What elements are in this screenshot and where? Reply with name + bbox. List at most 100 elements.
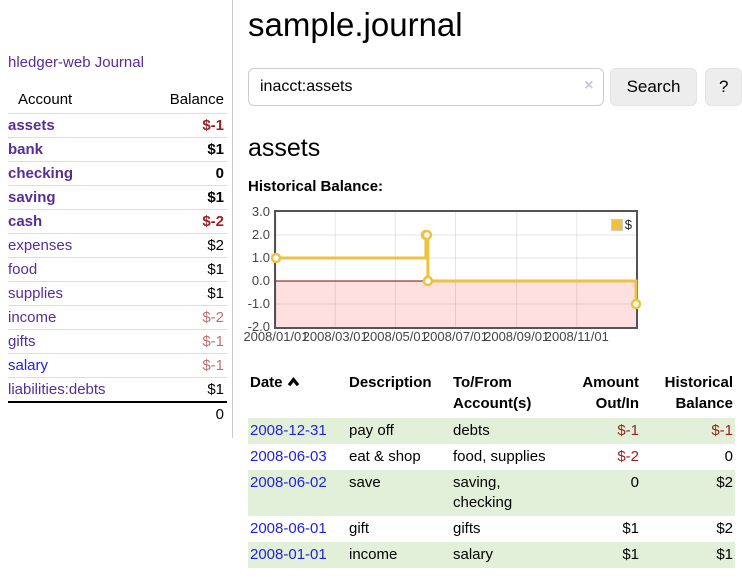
account-link-bank[interactable]: bank [8,141,44,158]
col-header-amount: Amount Out/In [582,374,639,412]
register-row: 2008-06-01 gift gifts $1 $2 [248,516,735,542]
account-link-supplies[interactable]: supplies [8,285,64,302]
y-axis-tick-label: 3.0 [251,204,270,219]
sidebar-total-balance: 0 [146,401,227,426]
transaction-date-link[interactable]: 2008-06-03 [250,448,327,465]
main-content: sample.journal × Search ? assets Histori… [243,0,742,568]
clear-search-icon[interactable]: × [584,77,594,94]
account-balance: $-2 [146,305,227,330]
x-axis-tick-label: 2008/09/01 [484,329,550,344]
account-cell: assets [8,113,147,138]
account-balance: $2 [146,233,227,258]
x-axis-tick-label: 2008/01/01 [243,329,309,344]
col-header-balance: Historical Balance [664,374,733,412]
transaction-balance: 0 [724,448,733,465]
account-balance: $-2 [146,209,227,234]
transaction-date-link[interactable]: 2008-01-01 [250,546,327,563]
sidebar-account-row: checking 0 [8,161,227,186]
account-column-header: Account [18,91,73,108]
account-link-checking[interactable]: checking [8,165,74,182]
account-balance: $-1 [146,113,227,138]
transaction-description: gift [349,520,370,537]
account-link-income[interactable]: income [8,309,57,326]
transaction-date-link[interactable]: 2008-06-02 [250,474,327,491]
sidebar-account-row: saving $1 [8,185,227,210]
account-link-assets[interactable]: assets [8,117,55,134]
sidebar-account-row: salary $-1 [8,353,227,378]
legend-swatch-icon [610,218,623,231]
search-button[interactable]: Search [609,68,698,106]
account-link-liabilities-debts[interactable]: liabilities:debts [8,381,106,398]
y-axis-tick-label: 2.0 [251,227,270,242]
search-form: × Search ? [248,68,742,106]
balance-column-header: Balance [169,91,224,108]
brand-link[interactable]: hledger-web [8,54,91,71]
account-cell: bank [8,137,147,162]
account-cell: supplies [8,281,147,306]
help-button[interactable]: ? [705,68,742,106]
transaction-accounts: food, supplies [453,448,546,465]
sidebar-account-row: food $1 [8,257,227,282]
transaction-date-link: 2008-06-01 [248,516,347,542]
transaction-amount: $-1 [617,422,639,439]
y-axis-tick-label: -2.0 [247,319,270,334]
sidebar-account-row: income $-2 [8,305,227,330]
account-cell: checking [8,161,147,186]
transaction-accounts: salary [453,546,494,563]
transaction-accounts: saving, checking [453,474,513,511]
account-balance: $1 [146,137,227,162]
sidebar-item-journal[interactable]: Journal [94,54,144,71]
x-axis-tick-label: 2008/11/01 [544,329,609,344]
legend-label: $ [624,217,632,232]
account-cell: salary [8,353,147,378]
col-header-date: Date [248,370,347,418]
account-balance: $-1 [146,329,227,354]
account-heading: assets [248,134,321,162]
transaction-date-link: 2008-06-02 [248,470,347,516]
transaction-accounts: debts [453,422,490,439]
sidebar-account-row: assets $-1 [8,113,227,138]
search-box: × [248,68,604,106]
y-axis-tick-label: 1.0 [251,250,270,265]
sidebar-table-header: Account Balance [8,88,227,114]
transaction-date-link[interactable]: 2008-06-01 [250,520,327,537]
account-cell: income [8,305,147,330]
account-cell: liabilities:debts [8,377,147,402]
x-axis-tick-label: 2008/07/01 [422,329,489,344]
sidebar-accounts-table: Account Balance assets $-1 bank $1 checking 0… [8,88,227,426]
account-link-food[interactable]: food [8,261,38,278]
account-link-gifts[interactable]: gifts [8,333,36,350]
register-header-row: Date Description To/From Account(s) Amou… [248,370,735,418]
account-cell: expenses [8,233,147,258]
search-input[interactable] [248,68,604,106]
transaction-amount: 0 [630,474,639,491]
y-axis-tick-label: 0.0 [251,273,270,288]
transaction-date-link: 2008-12-31 [248,418,347,444]
register-table: Date Description To/From Account(s) Amou… [248,370,735,568]
account-link-expenses[interactable]: expenses [8,237,73,254]
chart-plot-area[interactable]: $ [270,210,642,329]
account-cell: saving [8,185,147,210]
x-axis-tick-label: 2008/05/01 [362,329,428,344]
account-balance: $-1 [146,353,227,378]
transaction-date-link[interactable]: 2008-12-31 [250,422,327,439]
register-row: 2008-06-02 save saving, checking 0 $2 [248,470,735,516]
chart-legend: $ [610,217,632,232]
page-title: sample.journal [248,6,463,43]
account-link-cash[interactable]: cash [8,213,43,230]
transaction-description: pay off [349,422,394,439]
transaction-description: eat & shop [349,448,421,465]
sidebar-account-row: cash $-2 [8,209,227,234]
account-link-salary[interactable]: salary [8,357,49,374]
transaction-date-link: 2008-06-03 [248,444,347,470]
account-balance: 0 [146,161,227,186]
account-link-saving[interactable]: saving [8,189,56,206]
account-balance: $1 [146,185,227,210]
transaction-balance: $-1 [711,422,733,439]
sidebar-account-row: liabilities:debts $1 [8,377,227,402]
transaction-balance: $2 [716,520,733,537]
account-balance: $1 [146,377,227,402]
col-header-accounts: To/From Account(s) [453,374,532,412]
chart-series-svg [270,212,642,327]
sidebar-total-row: 0 [8,401,227,426]
